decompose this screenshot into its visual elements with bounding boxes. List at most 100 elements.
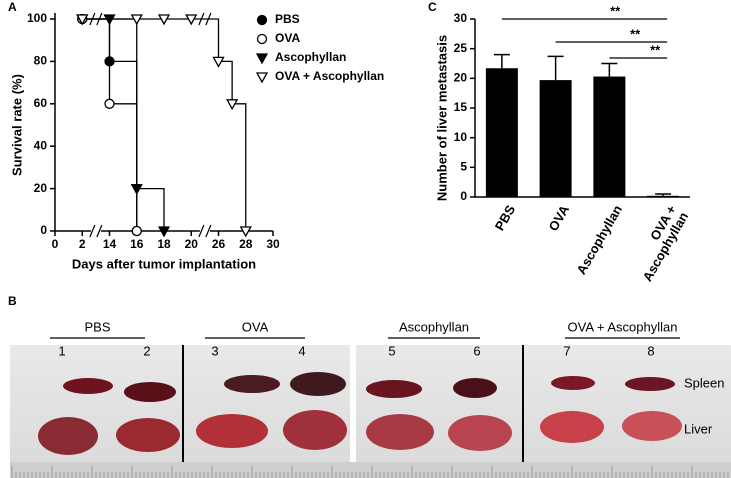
x-axis-title: Days after tumor implantation <box>72 256 256 271</box>
step-line <box>109 103 138 231</box>
axis-break <box>198 224 205 238</box>
y-tick-label: 100 <box>27 11 47 25</box>
legend-marker <box>256 14 268 26</box>
y-axis-title: Survival rate (%) <box>9 74 24 176</box>
organ-label: Liver <box>684 421 713 436</box>
marker <box>239 226 252 238</box>
y-tick-label: 0 <box>460 189 467 203</box>
liver <box>366 414 434 450</box>
x-tick-label: 16 <box>130 237 144 251</box>
spleen <box>63 378 113 394</box>
liver <box>116 418 180 452</box>
spleen <box>290 372 346 396</box>
liver <box>196 414 268 448</box>
axis-break-gap <box>199 225 210 237</box>
step-line <box>232 103 247 231</box>
sample-number: 4 <box>298 343 305 358</box>
sample-number: 6 <box>473 343 480 358</box>
significance-label: ** <box>650 42 661 57</box>
x-tick-label: 0 <box>52 237 59 251</box>
marker <box>104 56 115 67</box>
group-label: OVA + Ascophyllan <box>568 319 678 334</box>
organs <box>38 372 682 455</box>
y-tick-label: 20 <box>34 181 48 195</box>
axis-break <box>205 224 212 238</box>
organ-label: Spleen <box>684 375 724 390</box>
x-tick-label: 18 <box>157 237 171 251</box>
panel-label: A <box>8 0 17 14</box>
y-axis-title: Number of liver metastasis <box>434 35 449 201</box>
axis-break <box>89 224 96 238</box>
y-tick-label: 40 <box>34 138 48 152</box>
group-label: PBS <box>84 319 110 334</box>
marker <box>157 14 171 26</box>
y-tick-label: 10 <box>454 130 468 144</box>
liver <box>540 411 604 443</box>
legend-label: OVA + Ascophyllan <box>275 69 384 83</box>
step-line <box>218 60 233 104</box>
ruler <box>10 462 731 478</box>
x-tick-label: 28 <box>239 237 253 251</box>
y-tick-label: 0 <box>40 223 47 237</box>
sample-number: 5 <box>388 343 395 358</box>
group-label: Ascophyllan <box>399 319 469 334</box>
step-line <box>109 60 138 231</box>
liver <box>448 415 512 451</box>
liver <box>622 411 682 441</box>
legend-label: OVA <box>275 31 300 45</box>
marker <box>130 14 143 26</box>
sample-number: 2 <box>143 343 150 358</box>
y-tick-label: 5 <box>460 160 467 174</box>
sample-number: 8 <box>647 343 654 358</box>
x-tick-label: 2 <box>79 237 86 251</box>
panel-label: B <box>8 294 17 308</box>
marker <box>130 183 143 195</box>
photo <box>10 345 731 478</box>
y-tick-label: 20 <box>454 71 468 85</box>
y-tick-label: 80 <box>34 54 48 68</box>
liver <box>38 417 98 455</box>
step-line <box>136 187 165 231</box>
sample-number: 3 <box>211 343 218 358</box>
y-tick-label: 60 <box>34 96 48 110</box>
marker <box>226 99 239 111</box>
spleen <box>224 375 280 393</box>
group-label: OVA <box>242 319 269 334</box>
spleen <box>366 380 422 398</box>
sample-number: 1 <box>58 343 65 358</box>
spleen <box>124 382 176 402</box>
marker <box>131 225 142 237</box>
step-line <box>82 18 111 62</box>
marker <box>103 14 116 26</box>
y-tick-label: 15 <box>454 100 468 114</box>
step-line <box>191 18 220 62</box>
x-tick-label: 30 <box>266 237 280 251</box>
axis-break-gap <box>90 225 101 237</box>
bar <box>485 68 518 197</box>
bar <box>647 195 680 197</box>
legend-label: Ascophyllan <box>275 50 346 64</box>
spleen <box>551 376 595 390</box>
sample-number: 7 <box>563 343 570 358</box>
bar <box>539 80 572 197</box>
y-tick-label: 25 <box>454 41 468 55</box>
significance-label: ** <box>610 3 621 18</box>
panel-label: C <box>428 0 437 14</box>
legend-marker <box>256 33 268 45</box>
marker <box>185 14 198 26</box>
liver <box>283 410 347 450</box>
legend-marker <box>255 72 269 84</box>
marker <box>104 98 115 109</box>
legend-label: PBS <box>275 12 300 26</box>
marker <box>157 226 171 238</box>
y-tick-label: 30 <box>454 11 468 25</box>
photo-background <box>10 345 350 478</box>
marker <box>212 56 225 68</box>
x-tick-label: 14 <box>103 237 117 251</box>
spleen <box>625 377 675 391</box>
significance-label: ** <box>630 26 641 41</box>
spleen <box>453 378 497 398</box>
marker <box>76 14 89 26</box>
